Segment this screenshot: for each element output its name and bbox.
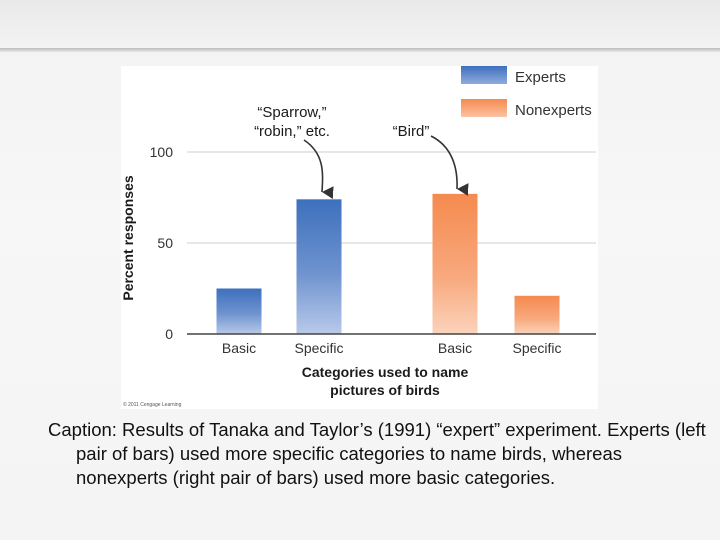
bar-nonexperts-specific (514, 295, 560, 334)
legend-swatch-experts (461, 66, 507, 84)
x-axis-label-line-2: pictures of birds (330, 382, 440, 398)
chart-bars (216, 193, 560, 334)
x-tick-label-3: Basic (438, 340, 472, 356)
bar-experts-basic (216, 288, 262, 334)
figure-caption: Caption: Results of Tanaka and Taylor’s … (48, 419, 706, 488)
figure-credit: © 2011 Cengage Learning (123, 401, 182, 408)
annotation-specific-names: “Sparrow,” “robin,” etc. (254, 104, 334, 200)
x-tick-label-2: Specific (294, 340, 343, 356)
legend-swatch-nonexperts (461, 99, 507, 117)
slide-header-rule (0, 48, 720, 52)
bar-chart: 0 50 100 Basic Specific Basic Specific Percen… (121, 66, 596, 408)
y-axis-label: Percent responses (121, 175, 136, 300)
chart-gridlines (187, 151, 596, 244)
legend-label-nonexperts: Nonexperts (515, 102, 592, 119)
chart-figure: 0 50 100 Basic Specific Basic Specific Percen… (121, 66, 598, 409)
annotation-text-line-2: “robin,” etc. (254, 123, 330, 140)
chart-legend: Experts Nonexperts (461, 66, 592, 119)
annotation-arrow-basic (430, 135, 469, 196)
x-tick-labels: Basic Specific Basic Specific (222, 340, 562, 356)
x-axis-label-line-1: Categories used to name (302, 364, 469, 380)
annotation-arrow-specific (303, 139, 334, 200)
y-tick-labels: 0 50 100 (150, 144, 174, 342)
slide-header-band (0, 0, 720, 48)
y-tick-label-50: 50 (157, 235, 173, 251)
x-tick-label-1: Basic (222, 340, 256, 356)
y-tick-label-100: 100 (150, 144, 174, 160)
annotation-text-line-1: “Sparrow,” (257, 104, 326, 121)
x-tick-label-4: Specific (512, 340, 561, 356)
y-tick-label-0: 0 (165, 326, 173, 342)
legend-label-experts: Experts (515, 69, 566, 86)
annotation-text-bird: “Bird” (393, 123, 430, 140)
bar-experts-specific (296, 199, 342, 334)
annotation-basic-name: “Bird” (393, 123, 469, 196)
bar-nonexperts-basic (432, 193, 478, 334)
